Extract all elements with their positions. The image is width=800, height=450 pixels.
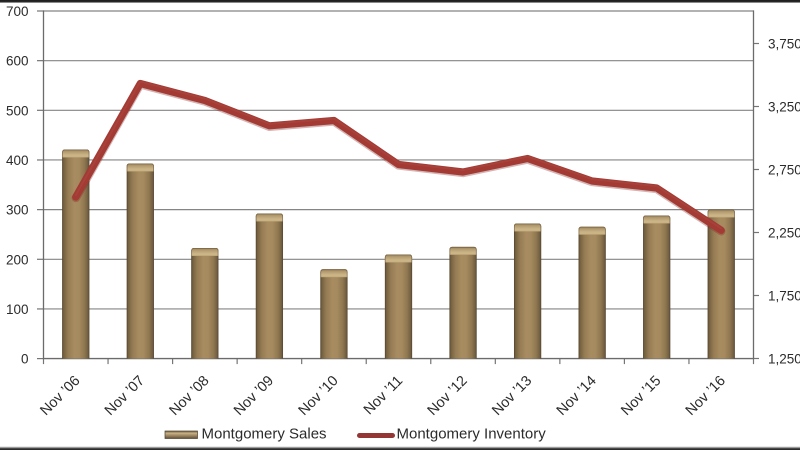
svg-text:500: 500 [6,103,29,118]
svg-text:0: 0 [21,352,29,367]
svg-text:Montgomery Inventory: Montgomery Inventory [397,426,547,443]
svg-text:3,750: 3,750 [768,37,800,52]
svg-text:100: 100 [6,302,29,317]
svg-text:400: 400 [6,153,29,168]
svg-text:Montgomery Sales: Montgomery Sales [202,426,327,443]
svg-text:200: 200 [6,252,29,267]
svg-text:2,750: 2,750 [768,163,800,178]
svg-text:1,250: 1,250 [768,352,800,367]
svg-text:2,250: 2,250 [768,226,800,241]
svg-text:1,750: 1,750 [768,289,800,304]
svg-text:600: 600 [6,54,29,69]
svg-text:700: 700 [6,4,29,19]
svg-text:3,250: 3,250 [768,100,800,115]
svg-text:300: 300 [6,203,29,218]
